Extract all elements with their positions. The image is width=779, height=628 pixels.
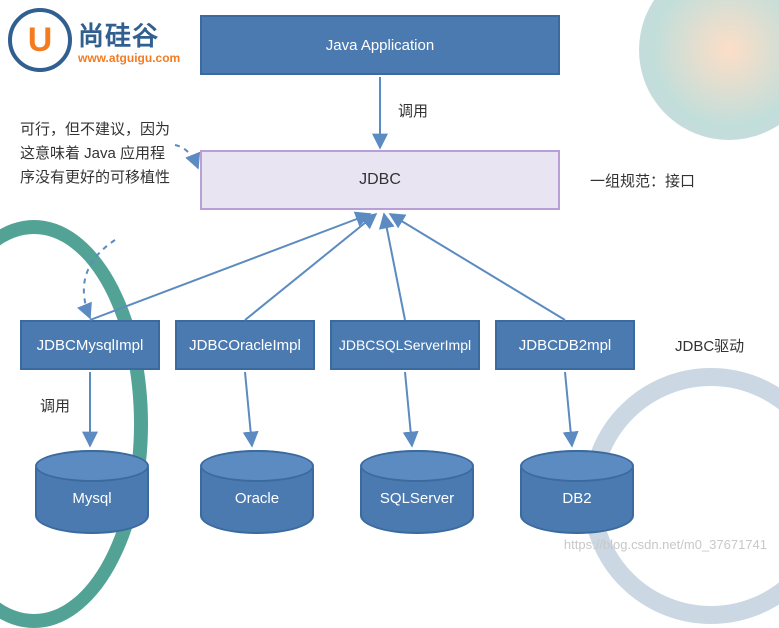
node-label: JDBCSQLServerImpl	[339, 337, 471, 354]
note-driver: JDBC驱动	[675, 335, 744, 359]
node-impl-db2: JDBCDB2mpl	[495, 320, 635, 370]
node-label: Java Application	[326, 37, 434, 54]
watermark-text: https://blog.csdn.net/m0_37671741	[564, 537, 767, 552]
node-impl-sqlserver: JDBCSQLServerImpl	[330, 320, 480, 370]
node-java-application: Java Application	[200, 15, 560, 75]
node-db-db2: DB2	[520, 450, 634, 534]
node-impl-mysql: JDBCMysqlImpl	[20, 320, 160, 370]
node-label: Mysql	[72, 490, 111, 507]
node-db-mysql: Mysql	[35, 450, 149, 534]
node-label: JDBCMysqlImpl	[37, 337, 144, 354]
node-label: JDBC	[359, 171, 401, 189]
node-label: JDBCDB2mpl	[519, 337, 612, 354]
note-spec: 一组规范：接口	[590, 170, 695, 194]
note-left: 可行，但不建议，因为这意味着 Java 应用程序没有更好的可移植性	[20, 118, 180, 190]
edge-label-call-top: 调用	[398, 100, 428, 124]
node-impl-oracle: JDBCOracleImpl	[175, 320, 315, 370]
node-db-oracle: Oracle	[200, 450, 314, 534]
node-db-sqlserver: SQLServer	[360, 450, 474, 534]
brand-logo: U 尚硅谷 www.atguigu.com	[8, 8, 180, 72]
edge-label-call-bottom: 调用	[40, 395, 70, 419]
node-label: Oracle	[235, 490, 279, 507]
node-label: JDBCOracleImpl	[189, 337, 301, 354]
node-jdbc: JDBC	[200, 150, 560, 210]
node-label: DB2	[562, 490, 591, 507]
logo-url-text: www.atguigu.com	[78, 51, 180, 65]
logo-glyph: U	[28, 21, 53, 60]
logo-cn-text: 尚硅谷	[78, 16, 180, 53]
node-label: SQLServer	[380, 490, 454, 507]
